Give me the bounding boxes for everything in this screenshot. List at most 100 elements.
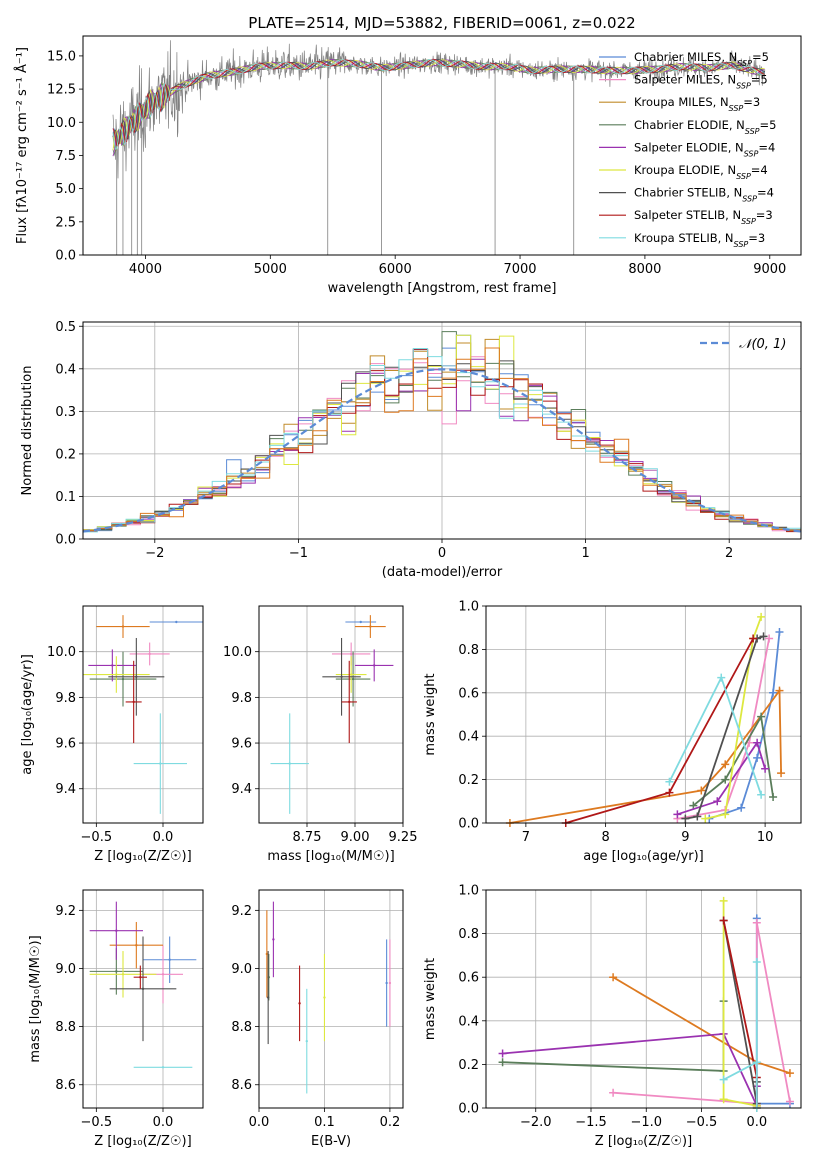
x-tick-label: −2.0 [520,1115,552,1130]
plus-marker [665,788,674,797]
legend-entry: Salpeter MILES, NSSP=5 [634,73,768,91]
plus-marker [498,1049,507,1058]
data-point [135,944,138,947]
data-point [135,675,138,679]
chart-title: PLATE=2514, MJD=53882, FIBERID=0061, z=0… [248,14,635,32]
panel-5: 7 8 9 10 0.0 0.2 0.4 0.6 0.8 1.0 age [log₁₀(age/yr… [423,600,802,864]
y-axis-label: mass weight [423,673,438,755]
plus-marker [757,712,766,721]
data-point [298,1002,301,1005]
model-spectrum [112,59,766,145]
y-tick-label: 0.5 [55,320,76,335]
legend-entry: Kroupa STELIB, NSSP=3 [634,231,765,249]
y-tick-label: 0.2 [458,773,479,788]
y-tick-label: 1.0 [458,600,479,615]
axes-frame [82,35,802,256]
y-tick-label: 8.8 [55,1020,76,1035]
data-point [115,929,118,932]
y-tick-label: 9.6 [231,737,252,752]
x-tick-label: 0.2 [380,1115,401,1130]
plus-marker [749,634,758,643]
data-point [265,952,269,956]
legend-subscript: SSP [734,239,749,248]
x-tick-label: −1.0 [630,1115,662,1130]
data-point [348,700,351,704]
data-point [349,673,353,676]
residual-histogram [83,347,801,531]
plus-marker [673,810,682,819]
y-tick-label: 9.2 [231,904,252,919]
legend-subscript: SSP [745,126,760,135]
weight-line [705,616,762,820]
y-tick-label: 9.8 [55,691,76,706]
plus-marker [761,764,770,773]
plus-marker [765,634,774,643]
x-axis-label: wavelength [Angstrom, rest frame] [328,281,557,296]
y-tick-label: 12.5 [47,83,76,98]
plus-marker [719,896,728,905]
plus-marker [609,1088,618,1097]
x-axis-label: Z [log₁₀(Z/Z☉)] [94,1134,191,1149]
y-tick-label: 9.0 [55,962,76,977]
plus-marker [785,1069,794,1078]
data-point [111,664,114,667]
data-point [272,938,275,941]
x-axis-label: Z [log₁₀(Z/Z☉)] [595,1134,692,1149]
x-axis-label: age [log₁₀(age/yr)] [583,849,704,864]
y-tick-label: 0.0 [55,249,76,264]
legend-entry: 𝒩(0, 1) [739,337,786,352]
model-spectrum [112,58,765,147]
x-tick-label: 1 [581,546,589,561]
data-point [349,652,353,656]
x-axis-label: E(B-V) [311,1134,351,1149]
y-tick-label: 0.2 [55,447,76,462]
y-tick-label: 1.0 [458,884,479,899]
x-tick-label: −0.5 [81,830,113,845]
legend-subscript: SSP [736,172,751,181]
plus-marker [721,810,730,819]
x-tick-label: 9000 [753,262,786,277]
data-point [266,996,270,999]
data-point [369,625,372,628]
panel-8: −2.0 −1.5 −1.0 −0.5 0.0 0.0 0.2 0.4 0.6 0.8 1.0 Z [… [423,884,802,1149]
legend-value: =4 [757,186,774,200]
x-tick-label: 5000 [254,262,287,277]
y-tick-label: 5.0 [55,182,76,197]
legend-value: =3 [748,231,765,245]
y-tick-label: 10.0 [47,645,76,660]
axes-frame [82,605,204,824]
plus-marker [775,686,784,695]
y-tick-label: 9.4 [231,782,252,797]
legend-value: =3 [756,208,773,222]
data-point [175,620,178,624]
x-tick-label: 0.0 [746,1115,767,1130]
legend-value: =4 [751,163,768,177]
legend-entry: Chabrier STELIB, NSSP=4 [634,186,774,204]
weight-line [565,638,754,824]
y-tick-label: 7.5 [55,149,76,164]
y-tick-label: 0.8 [458,643,479,658]
plus-marker [609,973,618,982]
y-tick-label: 9.6 [55,737,76,752]
x-tick-label: 8000 [628,262,661,277]
y-tick-label: 8.8 [231,1020,252,1035]
x-tick-label: 9.25 [389,830,418,845]
y-tick-label: 2.5 [55,215,76,230]
panel-3: −0.5 0.0 9.4 9.6 9.8 10.0 Z [log₁₀(Z/Z☉)] age [… [20,605,204,864]
x-tick-label: 9 [681,830,689,845]
plus-marker [752,918,761,927]
x-tick-label: 9.00 [341,830,370,845]
data-point [385,981,388,985]
legend-subscript: SSP [729,104,744,113]
model-spectrum [112,59,765,153]
y-tick-label: 0.1 [55,490,76,505]
axes-frame [485,889,802,1109]
y-tick-label: 0.0 [458,817,479,832]
axes-frame [82,321,802,540]
data-point [159,762,162,765]
y-tick-label: 0.0 [458,1102,479,1117]
data-point [121,973,125,976]
plus-marker [759,632,768,641]
x-tick-label: 0.1 [314,1115,335,1130]
legend-entry: Kroupa ELODIE, NSSP=4 [634,163,768,181]
